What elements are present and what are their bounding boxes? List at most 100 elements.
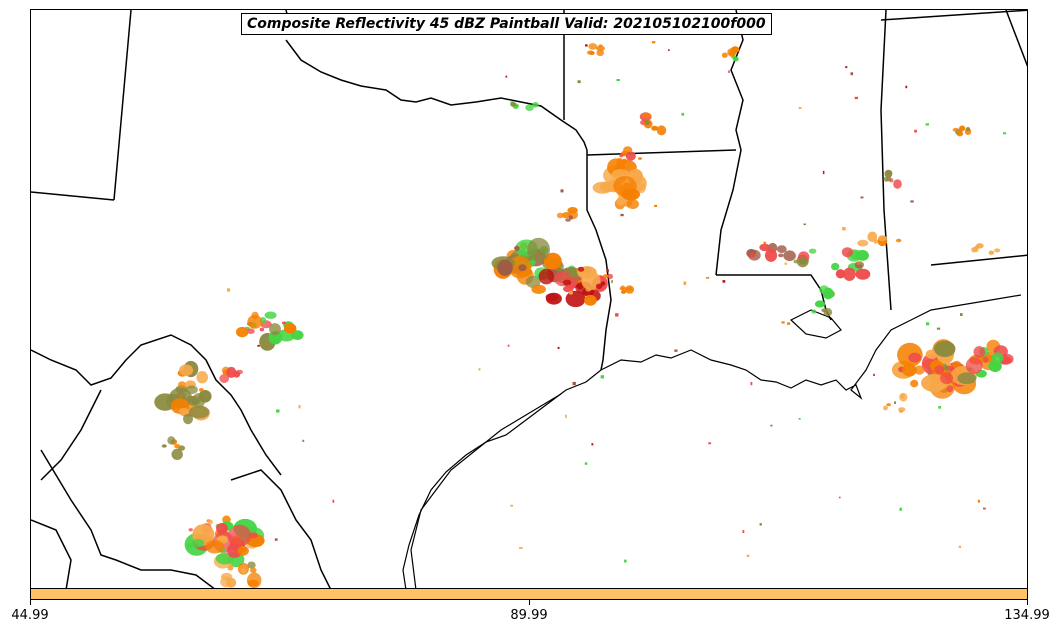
reflectivity-blob bbox=[237, 545, 249, 556]
reflectivity-blob bbox=[281, 321, 287, 325]
ok-tx-red-river bbox=[285, 39, 588, 151]
reflectivity-speckle bbox=[894, 401, 896, 404]
reflectivity-blob bbox=[567, 207, 578, 214]
reflectivity-blob bbox=[635, 183, 646, 194]
reflectivity-blob bbox=[188, 405, 210, 419]
reflectivity-blob bbox=[247, 315, 263, 329]
reflectivity-speckle bbox=[742, 530, 745, 533]
reflectivity-blob bbox=[525, 104, 534, 111]
reflectivity-speckle bbox=[572, 381, 576, 386]
reflectivity-blob bbox=[294, 331, 302, 340]
reflectivity-speckle bbox=[624, 559, 627, 563]
map-frame[interactable] bbox=[30, 9, 1028, 589]
reflectivity-blob bbox=[268, 331, 283, 345]
reflectivity-speckle bbox=[584, 462, 588, 465]
reflectivity-blob bbox=[179, 364, 194, 376]
reflectivity-blob bbox=[587, 50, 594, 55]
reflectivity-blob bbox=[976, 243, 984, 249]
reflectivity-blob bbox=[186, 543, 193, 549]
reflectivity-blob bbox=[568, 215, 574, 220]
reflectivity-blob bbox=[545, 293, 558, 302]
reflectivity-blob bbox=[167, 436, 176, 445]
reflectivity-speckle bbox=[759, 523, 762, 526]
reflectivity-speckle bbox=[478, 368, 481, 371]
reflectivity-speckle bbox=[910, 200, 914, 203]
reflectivity-blob bbox=[644, 120, 650, 125]
reflectivity-blob bbox=[621, 188, 641, 201]
reflectivity-speckle bbox=[507, 344, 510, 347]
state-boundaries bbox=[31, 10, 1027, 588]
storm-cluster bbox=[531, 266, 613, 308]
reflectivity-blob bbox=[625, 151, 636, 161]
reflectivity-speckle bbox=[977, 499, 980, 503]
reflectivity-speckle bbox=[510, 504, 513, 507]
reflectivity-blob bbox=[971, 247, 977, 253]
al-fl-border bbox=[930, 254, 1027, 266]
reflectivity-blob bbox=[236, 326, 249, 338]
storm-cluster bbox=[154, 360, 212, 425]
storm-cluster bbox=[746, 242, 817, 268]
reflectivity-blob bbox=[764, 248, 778, 262]
reflectivity-blob bbox=[957, 372, 977, 385]
reflectivity-blob bbox=[250, 567, 257, 574]
reflectivity-blob bbox=[527, 237, 550, 262]
reflectivity-blob bbox=[568, 290, 574, 295]
reflectivity-speckle bbox=[257, 344, 260, 347]
reflectivity-speckle bbox=[728, 70, 730, 73]
reflectivity-speckle bbox=[750, 382, 753, 386]
reflectivity-speckle bbox=[842, 227, 846, 231]
reflectivity-blob bbox=[174, 444, 181, 449]
reflectivity-speckle bbox=[914, 129, 917, 133]
storm-cluster bbox=[236, 311, 304, 351]
reflectivity-blob bbox=[843, 267, 856, 281]
reflectivity-blob bbox=[538, 268, 555, 285]
reflectivity-blob bbox=[208, 519, 213, 525]
reflectivity-speckle bbox=[611, 280, 613, 284]
reflectivity-blob bbox=[600, 281, 606, 286]
reflectivity-blob bbox=[721, 52, 728, 58]
reflectivity-speckle bbox=[557, 346, 560, 349]
reflectivity-speckle bbox=[651, 41, 656, 44]
map-canvas[interactable] bbox=[31, 10, 1028, 589]
reflectivity-blob bbox=[171, 448, 183, 460]
nm-west-border bbox=[113, 10, 132, 201]
reflectivity-blob bbox=[264, 311, 277, 319]
reflectivity-blob bbox=[578, 266, 585, 272]
reflectivity-blob bbox=[778, 253, 784, 258]
reflectivity-blob bbox=[603, 274, 609, 279]
reflectivity-blob bbox=[178, 407, 190, 415]
reflectivity-blob bbox=[878, 235, 887, 242]
reflectivity-blob bbox=[619, 287, 624, 290]
storm-cluster bbox=[811, 285, 835, 317]
reflectivity-blob bbox=[205, 540, 225, 554]
reflectivity-blob bbox=[616, 196, 627, 206]
storm-cluster bbox=[592, 158, 647, 210]
reflectivity-speckle bbox=[674, 349, 678, 352]
reflectivity-blob bbox=[616, 157, 624, 165]
colorbar bbox=[30, 588, 1028, 600]
reflectivity-blob bbox=[956, 131, 964, 137]
reflectivity-speckle bbox=[298, 405, 301, 409]
reflectivity-blob bbox=[940, 372, 954, 385]
reflectivity-blob bbox=[518, 264, 527, 272]
reflectivity-blob bbox=[247, 579, 259, 587]
storm-cluster bbox=[639, 112, 667, 136]
storm-cluster bbox=[831, 247, 871, 281]
reflectivity-speckle bbox=[873, 373, 875, 376]
reflectivity-speckle bbox=[577, 80, 581, 84]
reflectivity-blob bbox=[898, 410, 904, 413]
reflectivity-blob bbox=[269, 323, 281, 336]
reflectivity-blob bbox=[749, 252, 756, 258]
reflectivity-blob bbox=[585, 287, 592, 292]
reflectivity-speckle bbox=[770, 424, 773, 427]
tx-east-border bbox=[586, 150, 612, 371]
reflectivity-blob bbox=[227, 524, 252, 547]
reflectivity-blob bbox=[991, 352, 1004, 364]
reflectivity-blob bbox=[651, 125, 659, 131]
storm-cluster bbox=[510, 101, 539, 111]
reflectivity-speckle bbox=[926, 322, 930, 326]
reflectivity-speckle bbox=[519, 547, 523, 549]
rio-grande-2 bbox=[230, 469, 331, 588]
storm-cluster bbox=[219, 366, 244, 383]
reflectivity-blob bbox=[621, 158, 628, 165]
